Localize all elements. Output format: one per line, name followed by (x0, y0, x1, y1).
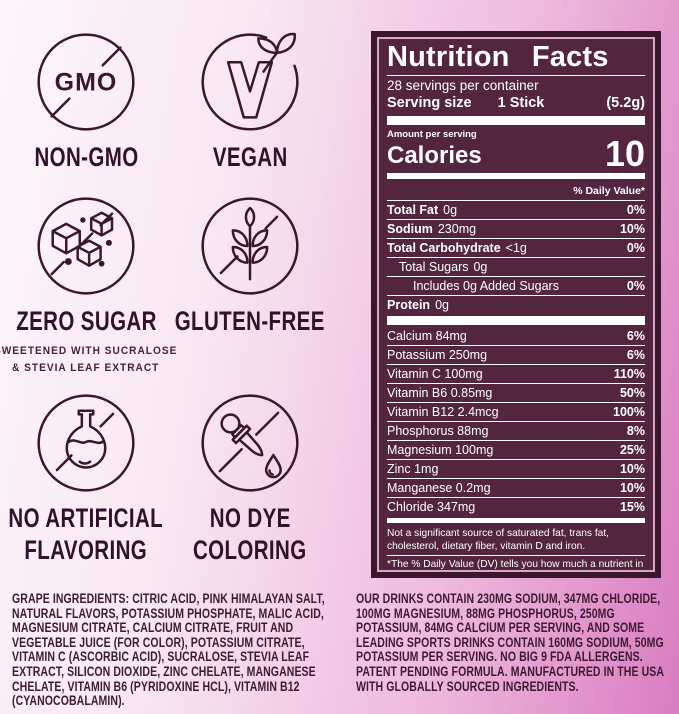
medium-divider (387, 173, 645, 180)
nutrient-name: Calcium 84mg (387, 328, 467, 343)
calories-row: Calories 10 (387, 132, 645, 174)
badge-no-dye-coloring: NO DYE COLORING (168, 391, 332, 565)
thin-divider (387, 518, 645, 524)
nutrient-dv: 110% (613, 366, 645, 381)
nutrient-dv: 10% (619, 480, 645, 495)
nutrient-dv: 0% (626, 202, 645, 217)
nutrient-dv: 0% (626, 240, 645, 255)
nutrient-name: Manganese 0.2mg (387, 480, 491, 495)
nutrient-row-zinc: Zinc 1mg 10% (387, 459, 645, 478)
nutrient-name: Chloride 347mg (387, 499, 476, 514)
thick-divider (387, 316, 645, 326)
nutrient-name: Sodium (387, 221, 433, 236)
thick-divider (387, 115, 645, 125)
nutrient-dv: 6% (626, 328, 645, 343)
serving-size-weight: (5.2g) (606, 94, 645, 111)
nutrient-row-chloride: Chloride 347mg 15% (387, 497, 645, 516)
nutrient-dv: 15% (619, 499, 645, 514)
grape-ingredients-text: GRAPE INGREDIENTS: CITRIC ACID, PINK HIM… (12, 591, 325, 709)
nutrition-facts-panel: Nutrition Facts 28 servings per containe… (371, 31, 661, 578)
nutrient-row-protein: Protein 0g (387, 295, 645, 314)
nutrient-name: Total Sugars (399, 259, 469, 274)
electrolyte-claims-text: OUR DRINKS CONTAIN 230MG SODIUM, 347MG C… (356, 591, 664, 694)
nutrient-dv: 6% (626, 347, 645, 362)
nutrient-dv: 100% (613, 404, 645, 419)
calories-label: Calories (387, 142, 482, 170)
nutrient-name: Total Fat (387, 202, 439, 217)
nutrient-row-potassium: Potassium 250mg 6% (387, 345, 645, 364)
nutrient-name: Phosphorus 88mg (387, 423, 489, 438)
nutrient-amount: 0g (435, 297, 449, 312)
daily-value-header: % Daily Value* (573, 185, 645, 198)
nutrient-dv: 50% (619, 385, 645, 400)
nutrient-row-total-sugars: Total Sugars 0g (387, 257, 645, 276)
dropper-crossed-icon (201, 394, 299, 492)
nutrient-amount: 0g (473, 259, 488, 274)
nutrient-row-manganese: Manganese 0.2mg 10% (387, 478, 645, 497)
badge-label-no-artificial-line1: NO ARTIFICIAL (8, 503, 164, 533)
badge-label-zero-sugar: ZERO SUGAR (15, 306, 157, 336)
nutrition-facts-content: Nutrition Facts 28 servings per containe… (377, 37, 655, 572)
nutrient-name: Vitamin B6 0.85mg (387, 385, 493, 400)
badge-caption-zero-sugar: SWEETENED WITH SUCRALOSE & STEVIA LEAF E… (0, 343, 178, 377)
nutrient-name: Potassium 250mg (387, 347, 488, 362)
badge-label-vegan: VEGAN (212, 142, 288, 172)
wheat-crossed-icon (201, 197, 299, 295)
nutrient-dv: 8% (626, 423, 645, 438)
flask-crossed-icon (37, 394, 135, 492)
nutrient-row-phosphorus: Phosphorus 88mg 8% (387, 421, 645, 440)
nutrient-dv: 0% (626, 278, 645, 293)
servings-per-container: 28 servings per container (387, 77, 539, 93)
nutrient-row-sodium: Sodium 230mg 10% (387, 219, 645, 238)
nutrient-dv: 10% (619, 461, 645, 476)
nutrient-name: Total Carbohydrate (387, 240, 501, 255)
nutrient-row-total-carbohydrate: Total Carbohydrate <1g 0% (387, 238, 645, 257)
nutrient-amount: 0g (443, 202, 458, 217)
nutrient-row-calcium: Calcium 84mg 6% (387, 327, 645, 345)
nutrient-row-vitamin-c: Vitamin C 100mg 110% (387, 364, 645, 383)
vegan-v-leaf-icon (201, 32, 299, 131)
nutrient-row-total-fat: Total Fat 0g 0% (387, 200, 645, 219)
serving-size-label: Serving size (387, 94, 472, 111)
badge-label-non-gmo: NON-GMO (33, 142, 139, 172)
nutrient-row-vitamin-b12: Vitamin B12 2.4mcg 100% (387, 402, 645, 421)
badge-non-gmo: GMO NON-GMO (4, 30, 168, 172)
nutrient-row-vitamin-b6: Vitamin B6 0.85mg 50% (387, 383, 645, 402)
nutrient-row-magnesium: Magnesium 100mg 25% (387, 440, 645, 459)
caption-line-2: & STEVIA LEAF EXTRACT (12, 362, 160, 375)
nutrient-name: Magnesium 100mg (387, 442, 494, 457)
gmo-icon-text: GMO (55, 68, 118, 96)
badge-label-no-dye-line1: NO DYE (209, 503, 291, 533)
badge-gluten-free: GLUTEN-FREE (168, 194, 332, 336)
gmo-crossed-circle-icon: GMO (37, 33, 135, 131)
divider (387, 74, 645, 76)
nutrient-name: Zinc 1mg (387, 461, 439, 476)
amount-per-serving-label: Amount per serving (387, 128, 477, 140)
footnote-daily-value: *The % Daily Value (DV) tells you how mu… (387, 555, 645, 570)
footnote-not-significant: Not a significant source of saturated fa… (387, 528, 609, 552)
nutrient-row-added-sugars: Includes 0g Added Sugars 0% (387, 276, 645, 295)
serving-size-value: 1 Stick (497, 94, 545, 111)
nutrient-name: Vitamin C 100mg (387, 366, 483, 381)
badge-label-no-dye-line2: COLORING (193, 535, 307, 566)
nutrient-name: Protein (387, 297, 431, 312)
badge-label-no-artificial-line2: FLAVORING (24, 535, 148, 566)
badge-no-artificial-flavoring: NO ARTIFICIAL FLAVORING (4, 391, 168, 565)
badge-vegan: VEGAN (168, 30, 332, 172)
serving-size-row: Serving size 1 Stick (5.2g) (387, 94, 645, 114)
nutrient-name: Vitamin B12 2.4mcg (387, 404, 499, 419)
nutrient-name: Includes 0g Added Sugars (413, 278, 559, 293)
calories-value: 10 (604, 132, 645, 174)
sugar-cubes-crossed-icon (37, 197, 135, 295)
caption-line-1: SWEETENED WITH SUCRALOSE (0, 345, 178, 358)
nutrition-facts-title: Nutrition Facts (387, 41, 609, 73)
badge-zero-sugar: ZERO SUGAR SWEETENED WITH SUCRALOSE & ST… (0, 194, 177, 377)
nutrient-dv: 10% (619, 221, 645, 236)
nutrient-amount: <1g (505, 240, 527, 255)
nutrient-amount: 230mg (437, 221, 477, 236)
badge-label-gluten-free: GLUTEN-FREE (174, 306, 326, 336)
nutrient-dv: 25% (619, 442, 645, 457)
